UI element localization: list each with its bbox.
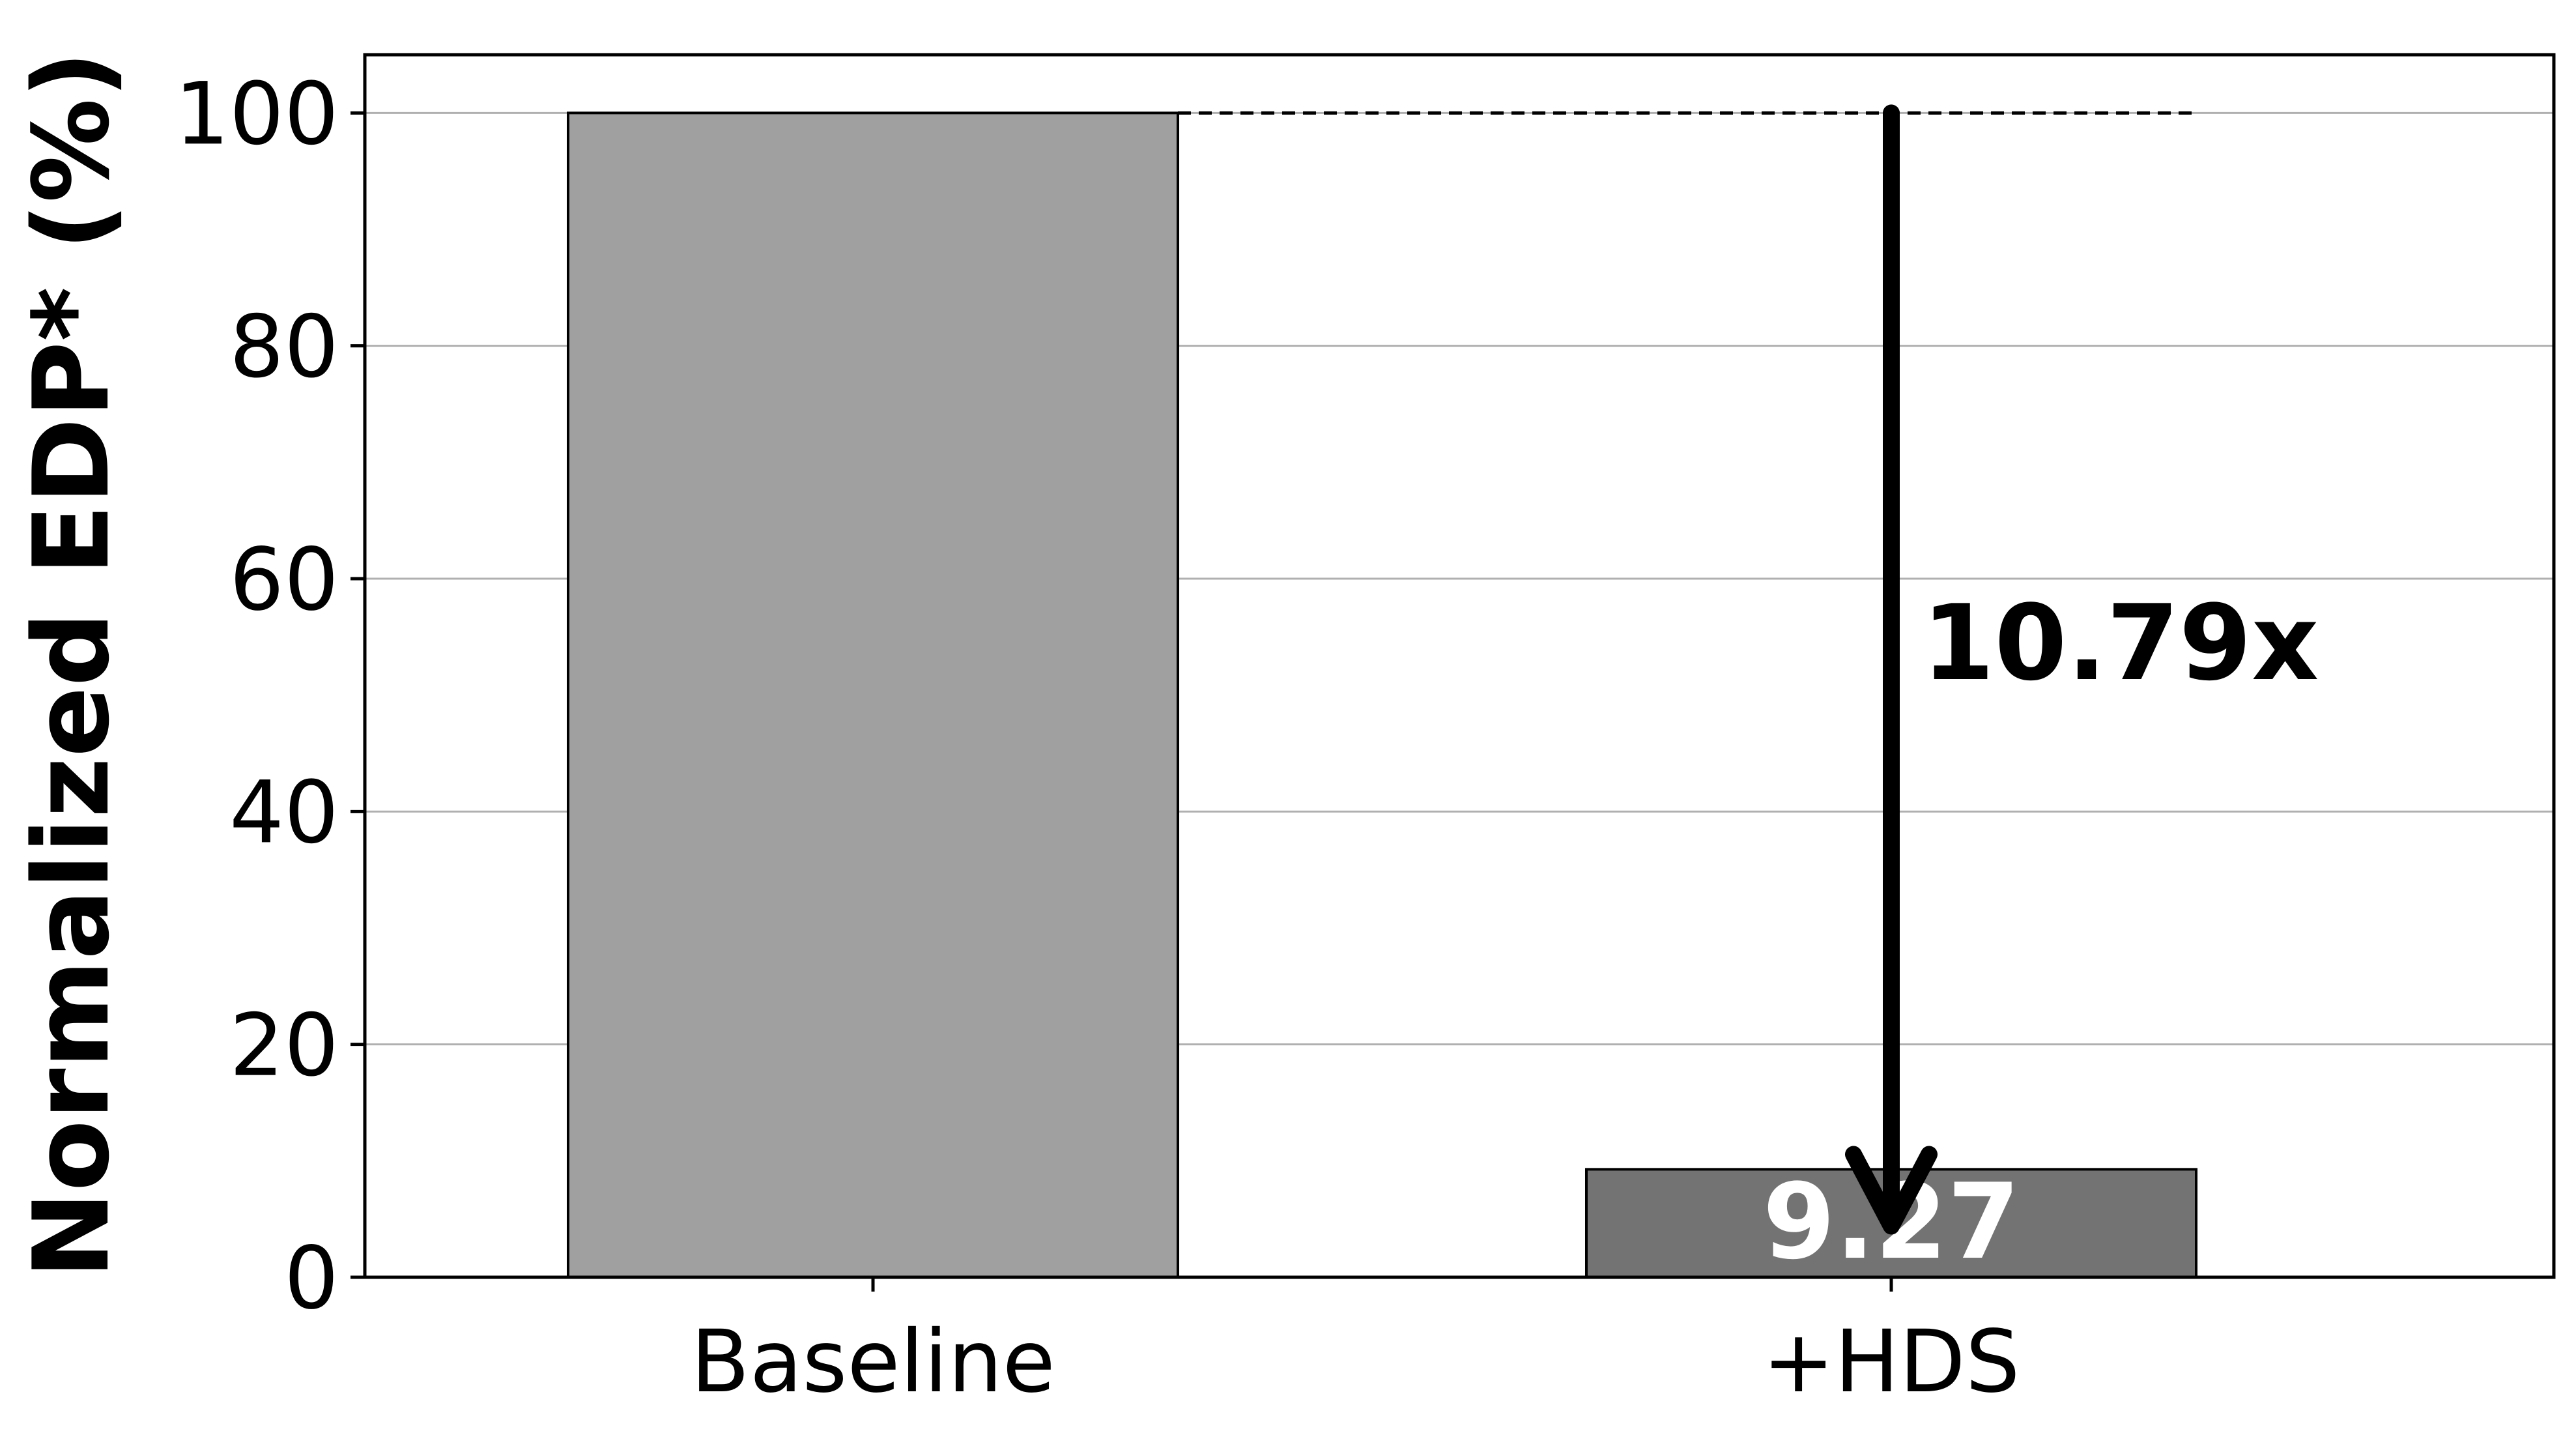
y-axis-label: Normalized EDP* (%) xyxy=(10,51,132,1279)
speedup-annotation: 10.79x xyxy=(1922,582,2319,704)
y-tick-label-0: 0 xyxy=(284,1228,339,1329)
y-tick-label-20: 20 xyxy=(229,996,339,1096)
y-tick-label-40: 40 xyxy=(229,762,339,863)
y-tick-label-80: 80 xyxy=(229,297,339,398)
y-axis-ticks: 0 20 40 60 80 100 xyxy=(175,64,365,1329)
x-tick-label-0: Baseline xyxy=(691,1312,1055,1412)
plot-frame xyxy=(363,53,2556,1279)
arrow-head xyxy=(1845,1146,1938,1235)
y-tick-label-60: 60 xyxy=(229,530,339,630)
x-axis-ticks: Baseline +HDS xyxy=(691,1277,2020,1412)
reduction-arrow xyxy=(1845,104,1938,1235)
bars: 9.27 xyxy=(567,111,2197,1282)
y-tick-label-100: 100 xyxy=(175,64,339,164)
bar-0 xyxy=(567,111,1179,1279)
x-tick-label-1: +HDS xyxy=(1762,1312,2020,1412)
